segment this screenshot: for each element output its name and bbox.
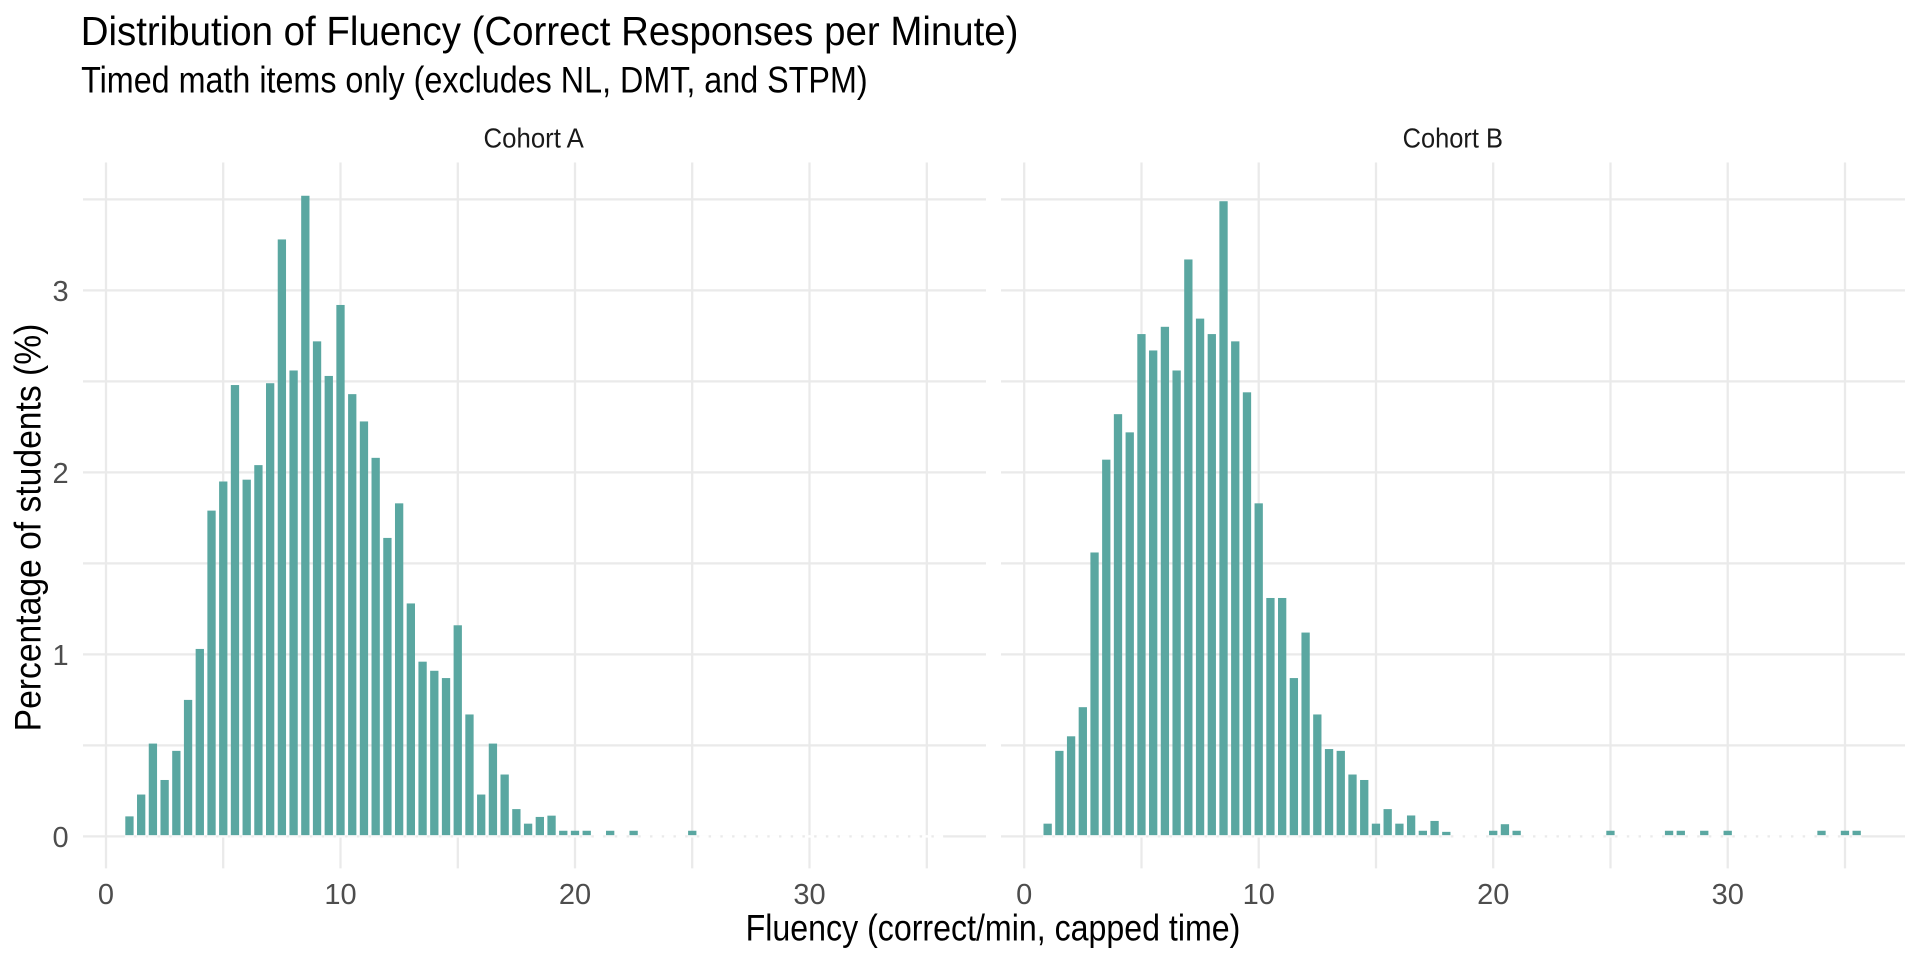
svg-text:2: 2 [52, 458, 68, 490]
svg-text:Percentage of students (%): Percentage of students (%) [8, 324, 49, 732]
svg-text:20: 20 [559, 879, 591, 911]
svg-text:Fluency (correct/min, capped t: Fluency (correct/min, capped time) [746, 908, 1241, 949]
svg-text:3: 3 [52, 276, 68, 308]
svg-text:30: 30 [1712, 879, 1744, 911]
svg-text:0: 0 [1016, 879, 1032, 911]
svg-text:10: 10 [324, 879, 356, 911]
svg-text:20: 20 [1477, 879, 1509, 911]
svg-text:10: 10 [1243, 879, 1275, 911]
svg-text:30: 30 [793, 879, 825, 911]
svg-text:Distribution of Fluency (Corre: Distribution of Fluency (Correct Respons… [81, 8, 1019, 54]
svg-text:1: 1 [52, 640, 68, 672]
svg-text:0: 0 [98, 879, 114, 911]
svg-text:Cohort A: Cohort A [484, 122, 585, 153]
svg-text:Cohort B: Cohort B [1403, 122, 1503, 153]
svg-text:0: 0 [52, 822, 68, 854]
svg-text:Timed math items only (exclude: Timed math items only (excludes NL, DMT,… [81, 60, 868, 101]
